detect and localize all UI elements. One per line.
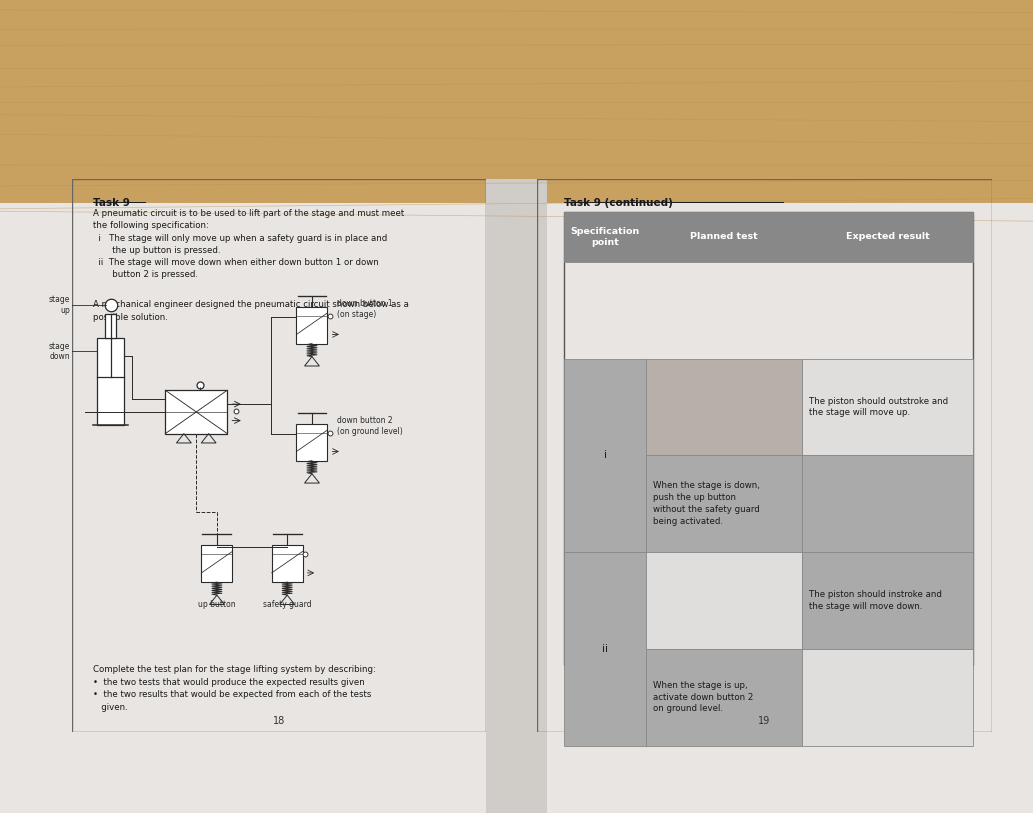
- Text: Expected result: Expected result: [846, 233, 930, 241]
- Bar: [802, 212, 973, 262]
- Text: The piston should outstroke and
the stage will move up.: The piston should outstroke and the stag…: [809, 397, 947, 417]
- Text: Specification
point: Specification point: [570, 227, 640, 246]
- Text: When the stage is down,
push the up button
without the safety guard
being activa: When the stage is down, push the up butt…: [653, 481, 760, 526]
- Text: safety guard: safety guard: [262, 600, 312, 609]
- Text: Task 9 (continued): Task 9 (continued): [564, 198, 674, 208]
- Text: down button 1
(on stage): down button 1 (on stage): [337, 299, 393, 320]
- Bar: [802, 552, 973, 649]
- Text: i: i: [604, 450, 606, 460]
- Text: When the stage is up,
activate down button 2
on ground level.: When the stage is up, activate down butt…: [653, 680, 753, 714]
- Bar: [647, 455, 802, 552]
- Text: stage
down: stage down: [49, 341, 70, 361]
- Bar: [564, 359, 647, 552]
- Text: The piston should instroke and
the stage will move down.: The piston should instroke and the stage…: [809, 590, 941, 611]
- Bar: [97, 338, 124, 425]
- Bar: [165, 390, 227, 433]
- Text: A pneumatic circuit is to be used to lift part of the stage and must meet
the fo: A pneumatic circuit is to be used to lif…: [93, 209, 404, 279]
- Bar: [564, 212, 973, 665]
- Bar: [802, 359, 973, 455]
- Text: 19: 19: [758, 716, 771, 726]
- Text: Complete the test plan for the stage lifting system by describing:
•  the two te: Complete the test plan for the stage lif…: [93, 665, 376, 712]
- Bar: [201, 546, 232, 582]
- Bar: [802, 649, 973, 746]
- Bar: [296, 307, 327, 344]
- Bar: [564, 212, 647, 262]
- Bar: [564, 552, 647, 746]
- Text: ii: ii: [602, 644, 608, 654]
- Text: Planned test: Planned test: [690, 233, 758, 241]
- Bar: [0, 203, 1033, 813]
- Text: A mechanical engineer designed the pneumatic circuit shown below as a
possible s: A mechanical engineer designed the pneum…: [93, 301, 409, 322]
- Bar: [647, 212, 802, 262]
- Text: up button: up button: [198, 600, 236, 609]
- Bar: [272, 546, 303, 582]
- Bar: [647, 552, 802, 649]
- Bar: [802, 455, 973, 552]
- Text: down button 2
(on ground level): down button 2 (on ground level): [337, 416, 403, 437]
- Text: stage
up: stage up: [49, 295, 70, 315]
- Text: Task 9: Task 9: [93, 198, 130, 208]
- Bar: [296, 424, 327, 461]
- Bar: [0, 0, 1033, 228]
- Bar: [104, 315, 117, 338]
- Text: 18: 18: [273, 716, 285, 726]
- Bar: [647, 649, 802, 746]
- Bar: [486, 179, 547, 813]
- Bar: [647, 359, 802, 455]
